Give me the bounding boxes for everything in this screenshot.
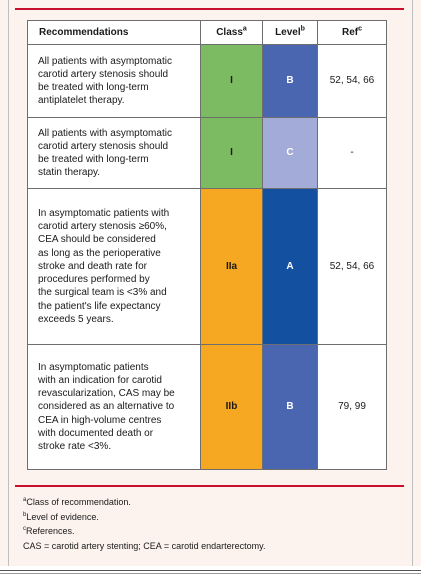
level-cell: B bbox=[262, 344, 318, 470]
ref-cell: 79, 99 bbox=[317, 344, 387, 470]
table-row: In asymptomatic patients with carotid ar… bbox=[27, 188, 387, 345]
footnote-class: aClass of recommendation. bbox=[23, 497, 131, 507]
table-header-row: Recommendations Classa Levelb Refc bbox=[27, 20, 387, 45]
table-row: All patients with asymptomatic carotid a… bbox=[27, 44, 387, 118]
footnote-abbreviations: CAS = carotid artery stenting; CEA = car… bbox=[23, 540, 266, 551]
level-cell: B bbox=[262, 44, 318, 118]
footnote-references: cReferences. bbox=[23, 526, 75, 536]
recommendation-text: In asymptomatic patients with carotid ar… bbox=[27, 188, 201, 345]
page-bottom-line-secondary bbox=[0, 573, 421, 574]
class-cell: IIb bbox=[200, 344, 263, 470]
top-rule bbox=[15, 8, 404, 10]
footnotes: aClass of recommendation. bLevel of evid… bbox=[23, 495, 265, 553]
frame-border-right bbox=[412, 0, 413, 566]
level-cell: A bbox=[262, 188, 318, 345]
ref-cell: 52, 54, 66 bbox=[317, 188, 387, 345]
class-cell: IIa bbox=[200, 188, 263, 345]
recommendation-text: All patients with asymptomatic carotid a… bbox=[27, 44, 201, 118]
header-level: Levelb bbox=[262, 20, 318, 45]
footnote-level: bLevel of evidence. bbox=[23, 511, 99, 522]
ref-cell: - bbox=[317, 117, 387, 189]
bottom-rule bbox=[15, 485, 404, 487]
header-ref: Refc bbox=[317, 20, 387, 45]
frame-border-left bbox=[8, 0, 9, 566]
recommendation-text: All patients with asymptomatic carotid a… bbox=[27, 117, 201, 189]
class-cell: I bbox=[200, 44, 263, 118]
recommendation-text: In asymptomatic patients with an indicat… bbox=[27, 344, 201, 470]
ref-cell: 52, 54, 66 bbox=[317, 44, 387, 118]
header-class: Classa bbox=[200, 20, 263, 45]
level-cell: C bbox=[262, 117, 318, 189]
header-recommendations: Recommendations bbox=[27, 20, 201, 45]
recommendations-table: Recommendations Classa Levelb Refc All p… bbox=[27, 20, 387, 470]
table-row: In asymptomatic patients with an indicat… bbox=[27, 344, 387, 470]
class-cell: I bbox=[200, 117, 263, 189]
table-row: All patients with asymptomatic carotid a… bbox=[27, 117, 387, 189]
page-bottom-line bbox=[0, 570, 421, 571]
